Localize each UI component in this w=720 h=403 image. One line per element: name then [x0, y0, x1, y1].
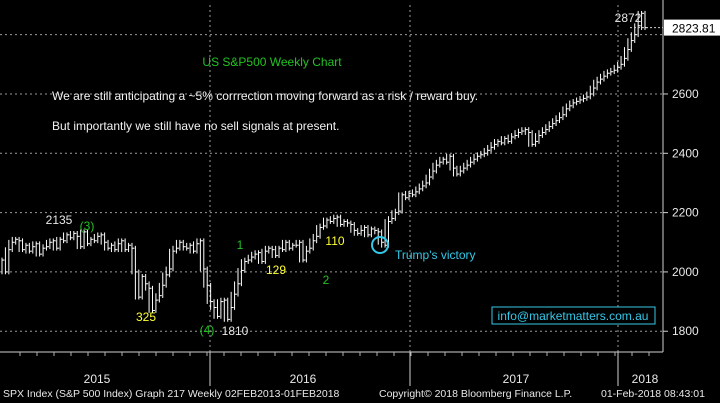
annotation-label: (4) — [200, 323, 215, 337]
y-tick-label: 2400 — [672, 146, 699, 160]
y-tick-label: 1800 — [672, 324, 699, 338]
x-tick-label: 2016 — [290, 372, 317, 386]
chart-note: We are still anticipating a ~5% corrrect… — [52, 89, 478, 103]
last-price-label: 2823.81 — [672, 22, 716, 36]
x-tick-label: 2017 — [503, 372, 530, 386]
y-tick-label: 2600 — [672, 87, 699, 101]
annotation-label: 129 — [266, 263, 286, 277]
spx-weekly-chart: 1800 2000 2200 2400 2600 2015 2016 2017 2018 2823… — [0, 0, 720, 386]
y-tick-label: 2000 — [672, 265, 699, 279]
chart-title: US S&P500 Weekly Chart — [202, 55, 342, 69]
y-tick-label: 2200 — [672, 206, 699, 220]
annotation-label: Trump's victory — [395, 248, 476, 262]
chart-background — [0, 0, 720, 386]
annotation-label: 110 — [325, 234, 344, 248]
watermark-box — [491, 306, 656, 325]
footer-timestamp: 01-Feb-2018 08:43:01 — [601, 388, 705, 400]
x-tick-label: 2018 — [632, 372, 659, 386]
x-tick-label: 2015 — [84, 372, 111, 386]
annotation-label: 325 — [136, 310, 156, 324]
annotation-label: 1810 — [222, 324, 249, 338]
annotation-label: 2872 — [615, 11, 642, 25]
last-price-box — [664, 19, 720, 36]
chart-note: But importantly we still have no sell si… — [52, 119, 339, 133]
annotation-label: 2 — [323, 273, 330, 287]
footer-source: SPX Index (S&P 500 Index) Graph 217 Week… — [3, 388, 340, 400]
annotation-label: (3) — [80, 219, 95, 233]
watermark-text: info@marketmatters.com.au — [498, 309, 649, 323]
trump-victory-marker — [371, 236, 389, 254]
annotation-label: 1 — [237, 238, 244, 252]
annotation-label: 2135 — [46, 213, 73, 227]
footer-copyright: Copyright© 2018 Bloomberg Finance L.P. — [379, 388, 573, 400]
chart-footer: SPX Index (S&P 500 Index) Graph 217 Week… — [0, 386, 720, 403]
